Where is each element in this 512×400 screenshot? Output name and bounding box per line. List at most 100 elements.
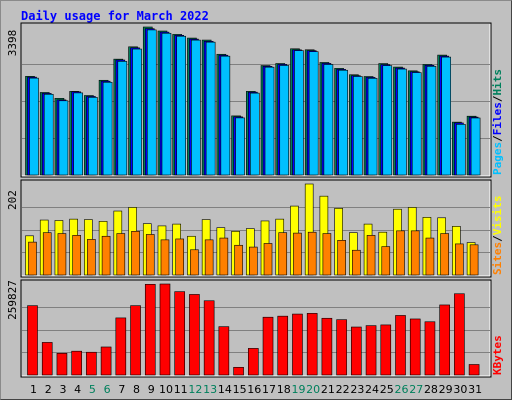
bar-pages [338,69,348,176]
x-tick-label: 30 [453,383,467,396]
bar-sites [410,230,420,276]
bar-pages [441,56,451,176]
x-tick-label: 25 [380,383,394,396]
bar-sites [322,233,332,276]
x-tick-label: 6 [104,383,111,396]
bar-sites [469,244,479,276]
bar-kbytes [306,313,318,376]
bar-kbytes [233,366,244,376]
bar-sites [190,249,199,276]
bar-pages [43,93,54,176]
bar-kbytes [144,283,156,376]
top-panel-ymax-label: 3398 [6,30,19,57]
x-tick-label: 9 [148,383,155,396]
bar-kbytes [365,325,377,376]
bar-pages [456,124,466,176]
bar-sites [145,234,155,276]
chart-title: Daily usage for March 2022 [21,9,209,23]
bar-kbytes [351,326,362,376]
bar-sites [440,233,449,276]
bar-kbytes [130,305,141,376]
bar-sites [160,239,170,276]
bar-kbytes [424,321,436,376]
x-tick-label: 28 [424,383,438,396]
bar-pages [353,76,363,176]
bar-kbytes [277,315,289,376]
bar-pages [176,35,186,176]
legend-entry: / [491,95,504,102]
x-tick-label: 2 [45,383,52,396]
x-tick-label: 1 [30,383,37,396]
x-tick-label: 19 [291,383,305,396]
bar-pages [73,92,83,176]
bar-kbytes [321,317,333,376]
bar-sites [204,239,214,276]
x-tick-label: 31 [468,383,482,396]
x-tick-label: 10 [159,383,173,396]
bar-kbytes [262,316,274,376]
middle-panel-legend: Sites/Visits [491,196,504,276]
bar-sites [57,233,67,276]
x-tick-label: 17 [262,383,276,396]
middle-panel-ymax-label: 202 [6,190,19,210]
bar-sites [72,235,81,276]
x-tick-label: 3 [59,383,66,396]
bar-pages [117,61,128,176]
bar-pages [411,72,422,176]
bar-kbytes [336,319,347,376]
x-tick-label: 26 [395,383,409,396]
bar-kbytes [159,283,171,376]
bar-pages [88,97,98,176]
bar-pages [132,48,142,176]
x-tick-label: 8 [133,383,140,396]
bar-pages [382,65,393,176]
bar-pages [102,81,113,176]
x-tick-label: 21 [321,383,335,396]
bar-sites [278,232,288,276]
legend-entry: Hits [491,69,504,96]
bar-kbytes [115,317,127,376]
bar-pages [426,66,437,176]
bar-kbytes [395,315,406,376]
bar-pages [191,39,201,176]
bar-kbytes [189,294,200,376]
bar-sites [307,231,317,276]
bar-sites [263,243,273,276]
x-tick-label: 22 [336,383,350,396]
bar-sites [249,246,258,276]
x-tick-label: 5 [89,383,96,396]
x-tick-label: 15 [233,383,247,396]
bar-pages [294,50,304,176]
top-panel: 3398 Pages/Files/Hits [6,22,504,178]
bar-kbytes [100,346,112,376]
bar-pages [397,68,407,176]
bar-kbytes [409,318,421,376]
x-tick-label: 4 [74,383,81,396]
bar-pages [29,77,39,176]
legend-entry: / [491,235,504,242]
x-tick-label: 20 [306,383,320,396]
legend-entry: Visits [491,196,504,236]
chart-panels: 3398 Pages/Files/Hits 202 Sites/Visits 25982… [6,22,504,378]
legend-entry: KBytes [491,335,504,375]
x-tick-label: 13 [203,383,217,396]
bottom-panel: 259827 KBytes [6,279,504,378]
bar-kbytes [248,348,259,376]
bar-pages [205,41,216,176]
bar-kbytes [439,304,450,376]
x-tick-label: 12 [188,383,202,396]
bar-kbytes [174,291,185,376]
bar-pages [308,51,319,176]
bar-sites [293,232,302,276]
x-tick-label: 24 [365,383,379,396]
bar-pages [220,55,231,176]
bar-sites [87,239,96,276]
x-tick-label: 14 [218,383,232,396]
bar-sites [425,237,435,276]
bar-sites [101,235,111,276]
top-panel-legend: Pages/Files/Hits [491,69,504,175]
bar-sites [337,240,346,276]
bar-kbytes [86,351,97,376]
x-tick-label: 16 [247,383,261,396]
